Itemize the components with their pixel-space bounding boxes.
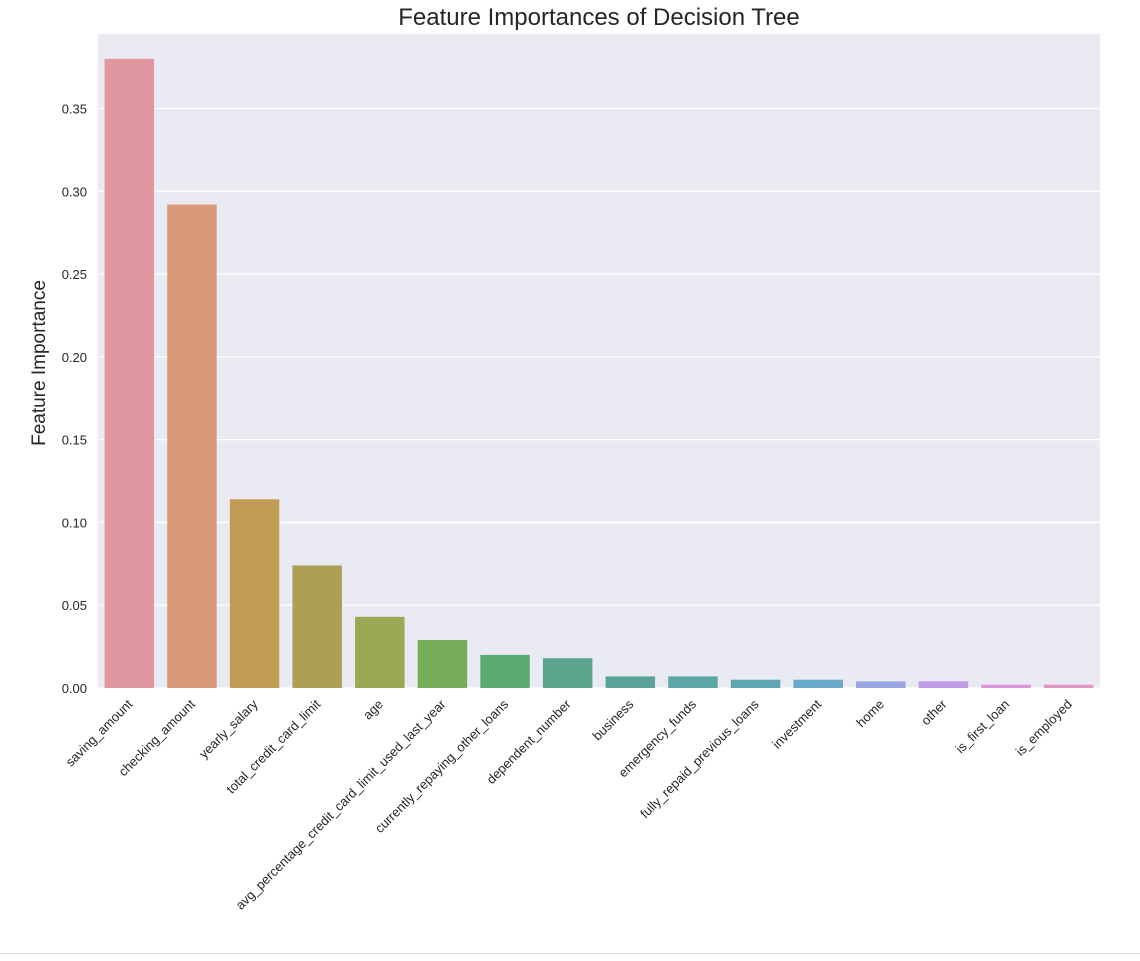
x-tick-label: currently_repaying_other_loans bbox=[372, 696, 512, 836]
y-tick-label: 0.15 bbox=[62, 433, 87, 448]
bar-home bbox=[856, 681, 906, 688]
bar-business bbox=[605, 676, 656, 688]
chart-title: Feature Importances of Decision Tree bbox=[398, 4, 800, 31]
y-tick-labels: 0.00 0.05 0.10 0.15 0.20 0.25 0.30 0.35 bbox=[62, 102, 87, 696]
bar-yearly-salary bbox=[229, 499, 280, 688]
bar-is-first-loan bbox=[981, 684, 1031, 688]
bar-total-credit-card-limit bbox=[292, 565, 342, 688]
y-tick-label: 0.05 bbox=[62, 598, 87, 613]
bar-currently-repaying-other-loans bbox=[480, 654, 530, 688]
x-tick-label: investment bbox=[769, 696, 824, 751]
y-axis-label: Feature Importance bbox=[29, 280, 50, 446]
y-tick-label: 0.10 bbox=[62, 515, 87, 530]
x-tick-label: other bbox=[918, 696, 950, 728]
y-tick-label: 0.20 bbox=[62, 350, 87, 365]
bar-checking-amount bbox=[167, 204, 217, 688]
x-tick-label: is_first_loan bbox=[953, 697, 1013, 757]
y-tick-label: 0.30 bbox=[62, 184, 87, 199]
bar-fully-repaid-previous-loans bbox=[730, 679, 781, 688]
bar-investment bbox=[793, 679, 843, 688]
bar-dependent-number bbox=[542, 658, 593, 688]
bar-saving-amount bbox=[104, 58, 155, 688]
x-tick-label: fully_repaid_previous_loans bbox=[637, 696, 762, 821]
x-tick-labels: saving_amountchecking_amountyearly_salar… bbox=[62, 696, 1074, 913]
y-tick-label: 0.00 bbox=[62, 681, 87, 696]
bar-age bbox=[355, 616, 405, 688]
bar-avg-percentage-credit-card-limit-used-last-year bbox=[417, 639, 468, 688]
bar-other bbox=[918, 681, 969, 688]
x-tick-label: business bbox=[590, 696, 637, 743]
y-tick-label: 0.25 bbox=[62, 267, 87, 282]
x-tick-label: home bbox=[853, 697, 887, 731]
x-tick-label: avg_percentage_credit_card_limit_used_la… bbox=[233, 696, 450, 913]
x-tick-label: age bbox=[360, 697, 386, 723]
y-tick-label: 0.35 bbox=[62, 102, 87, 117]
bars bbox=[104, 58, 1094, 688]
bar-is-employed bbox=[1043, 684, 1094, 688]
x-tick-label: yearly_salary bbox=[196, 696, 261, 761]
x-tick-label: is_employed bbox=[1013, 697, 1075, 759]
page-divider bbox=[0, 953, 1140, 954]
bar-emergency-funds bbox=[668, 676, 718, 688]
